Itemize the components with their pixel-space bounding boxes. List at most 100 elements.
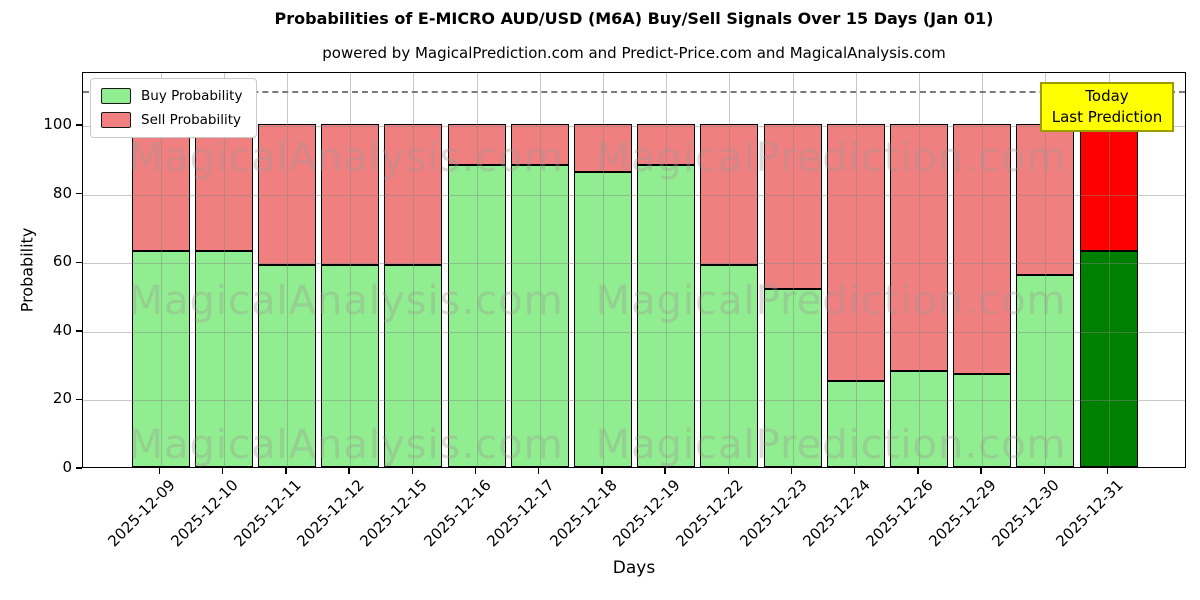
bar-segment-buy	[637, 165, 696, 467]
bar-segment-sell	[1016, 124, 1075, 275]
bar-segment-sell	[447, 124, 506, 166]
bar-segment-buy	[1079, 251, 1138, 467]
bar-segment-buy	[131, 251, 190, 467]
v-gridline-2025-12-24	[855, 73, 857, 467]
chart-title: Probabilities of E-MICRO AUD/USD (M6A) B…	[274, 9, 994, 28]
bar-segment-buy	[257, 264, 316, 467]
x-tick-mark	[917, 468, 919, 474]
bar-segment-sell	[573, 124, 632, 173]
y-tick-mark	[76, 192, 82, 195]
bar-segment-sell	[953, 124, 1012, 375]
y-tick-mark	[76, 261, 82, 264]
v-gridline-2025-12-09	[160, 73, 162, 467]
bar-2025-12-26	[889, 124, 948, 467]
x-tick-mark	[980, 468, 982, 474]
x-tick-mark	[411, 468, 414, 474]
v-gridline-2025-12-16	[476, 73, 478, 467]
x-tick-mark	[1106, 468, 1109, 474]
h-gridline-20	[83, 400, 1185, 402]
bar-segment-buy	[1016, 275, 1075, 467]
plot-area: MagicalAnalysis.com MagicalPrediction.com…	[82, 72, 1186, 468]
bar-segment-sell	[763, 124, 822, 289]
legend-item-sell: Sell Probability	[101, 112, 242, 128]
bar-segment-sell	[384, 124, 443, 265]
bar-segment-sell	[1079, 124, 1138, 251]
bar-segment-buy	[510, 165, 569, 467]
legend-label-buy: Buy Probability	[141, 88, 243, 104]
today-annotation-line2: Last Prediction	[1051, 108, 1163, 126]
h-gridline-100	[83, 126, 1185, 128]
dashed-reference-line	[83, 90, 1185, 93]
x-tick-mark	[221, 468, 224, 474]
bar-2025-12-17	[510, 124, 569, 467]
bar-2025-12-11	[257, 124, 316, 467]
v-gridline-2025-12-31	[1108, 73, 1110, 467]
bar-2025-12-09	[131, 124, 190, 467]
bar-segment-buy	[194, 251, 253, 467]
x-tick-mark	[474, 468, 477, 474]
bar-2025-12-22	[700, 124, 759, 467]
bar-segment-buy	[321, 264, 380, 467]
y-tick-label: 100	[43, 115, 72, 134]
bar-segment-buy	[826, 381, 885, 467]
y-tick-label: 80	[52, 183, 72, 202]
x-tick-mark	[158, 468, 161, 474]
bar-segment-sell	[826, 124, 885, 382]
bar-segment-sell	[131, 124, 190, 251]
chart-subtitle: powered by MagicalPrediction.com and Pre…	[322, 44, 946, 62]
v-gridline-2025-12-15	[413, 73, 415, 467]
x-tick-mark	[537, 468, 540, 474]
bar-segment-buy	[953, 374, 1012, 467]
bar-segment-sell	[321, 124, 380, 265]
bar-2025-12-31	[1079, 124, 1138, 467]
v-gridline-2025-12-10	[223, 73, 225, 467]
today-annotation: Today Last Prediction	[1040, 82, 1174, 132]
x-axis-label: Days	[612, 558, 656, 578]
legend: Buy Probability Sell Probability	[90, 78, 258, 138]
bar-2025-12-18	[573, 124, 632, 467]
h-gridline-40	[83, 331, 1185, 333]
v-gridline-2025-12-29	[982, 73, 984, 467]
bar-segment-buy	[447, 165, 506, 467]
today-annotation-line1: Today	[1085, 87, 1129, 105]
bar-segment-buy	[573, 172, 632, 467]
x-tick-mark	[285, 468, 287, 474]
y-tick-mark	[76, 124, 82, 126]
bar-2025-12-29	[953, 124, 1012, 467]
y-tick-label: 40	[52, 320, 72, 339]
bar-segment-buy	[700, 264, 759, 467]
bar-2025-12-24	[826, 124, 885, 467]
v-gridline-2025-12-11	[286, 73, 288, 467]
v-gridline-2025-12-12	[350, 73, 352, 467]
bar-segment-sell	[700, 124, 759, 265]
v-gridline-2025-12-22	[729, 73, 731, 467]
v-gridline-2025-12-19	[666, 73, 668, 467]
bar-2025-12-30	[1016, 124, 1075, 467]
y-tick-label: 0	[62, 458, 72, 476]
bar-2025-12-10	[194, 124, 253, 467]
sell-color-swatch	[101, 112, 131, 128]
x-tick-mark	[664, 468, 666, 474]
y-tick-mark	[76, 467, 82, 469]
bar-2025-12-16	[447, 124, 506, 467]
x-tick-mark	[1043, 468, 1046, 474]
bar-2025-12-19	[637, 124, 696, 467]
x-tick-mark	[790, 468, 793, 474]
bar-segment-sell	[257, 124, 316, 265]
x-tick-mark	[601, 468, 603, 474]
bar-segment-sell	[889, 124, 948, 371]
legend-item-buy: Buy Probability	[101, 88, 242, 104]
y-tick-mark	[76, 398, 82, 401]
bar-segment-buy	[889, 371, 948, 467]
legend-label-sell: Sell Probability	[141, 112, 242, 128]
bar-segment-buy	[763, 288, 822, 467]
bar-2025-12-15	[384, 124, 443, 467]
v-gridline-2025-12-23	[792, 73, 794, 467]
y-tick-label: 60	[52, 252, 72, 271]
v-gridline-2025-12-17	[539, 73, 541, 467]
buy-color-swatch	[101, 88, 131, 104]
h-gridline-80	[83, 194, 1185, 196]
v-gridline-2025-12-18	[602, 73, 604, 467]
y-tick-mark	[76, 330, 82, 332]
